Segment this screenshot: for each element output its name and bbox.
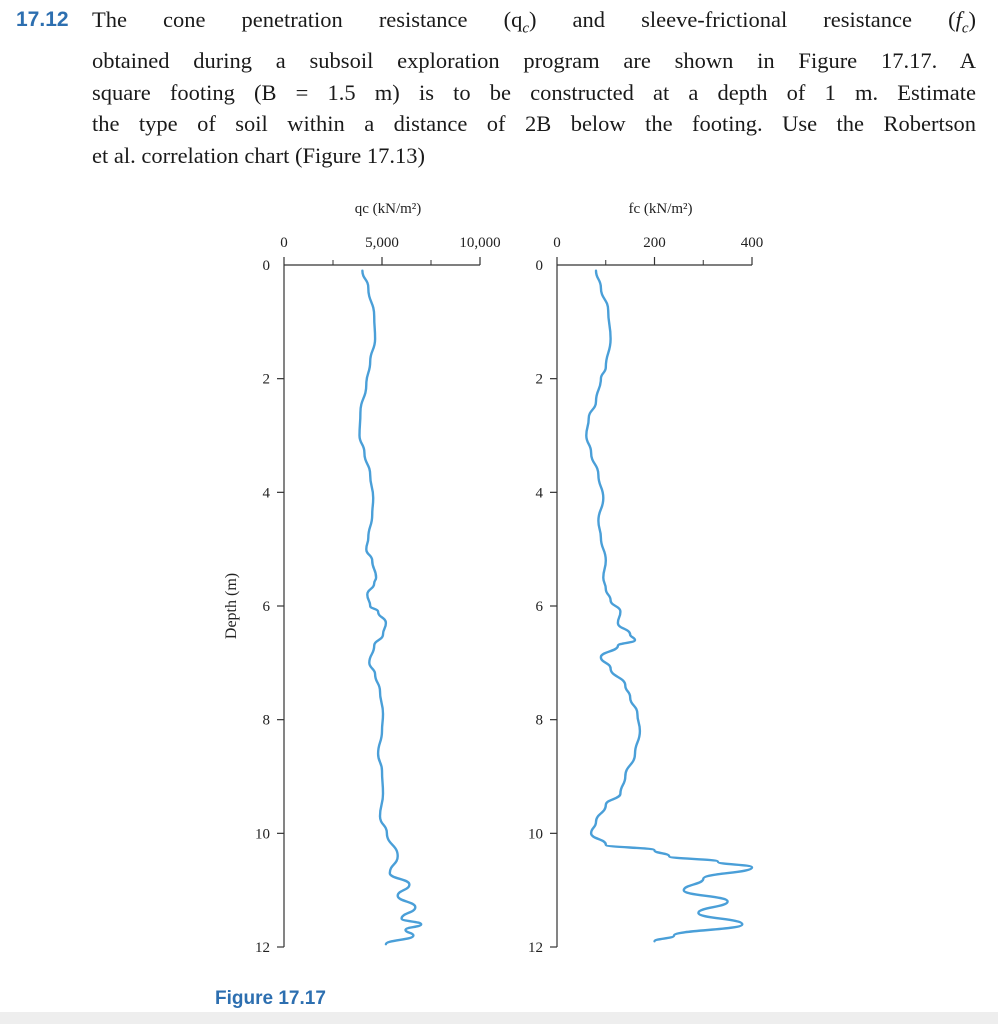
chart-1-y-tick-label-1: 2 [263, 372, 271, 388]
chart-1-title: qc (kN/m²) [355, 201, 422, 217]
chart-1-y-tick-label-6: 12 [255, 940, 270, 956]
chart-2-y-tick-label-2: 4 [536, 485, 544, 501]
chart-1-y-tick-label-0: 0 [263, 258, 271, 274]
chart-2-y-tick-label-5: 10 [528, 826, 543, 842]
chart-2-x-tick-label-0: 0 [553, 235, 561, 251]
chart-2-x-tick-label-2: 400 [741, 235, 764, 251]
problem-statement: 17.12 The cone penetration resistance (q… [16, 4, 976, 171]
chart-1-y-tick-label-5: 10 [255, 826, 270, 842]
chart-2-y-tick-label-0: 0 [536, 258, 544, 274]
bottom-bar [0, 1012, 998, 1024]
chart-1-x-tick-label-1: 5,000 [365, 235, 399, 251]
problem-number: 17.12 [16, 8, 69, 31]
chart-1-series-line-0 [358, 269, 423, 946]
problem-line-5: et al. correlation chart (Figure 17.13) [92, 142, 425, 168]
chart-2-y-tick-label-1: 2 [536, 372, 544, 388]
chart-2-series-line-0 [585, 269, 754, 943]
problem-line-1: The cone penetration resistance (qc) and… [92, 7, 976, 37]
chart-2-y-tick-label-4: 8 [536, 713, 544, 729]
chart-1-y-tick-label-4: 8 [263, 713, 271, 729]
chart-2-y-tick-label-3: 6 [536, 599, 544, 615]
chart-2-title: fc (kN/m²) [628, 201, 692, 217]
problem-line-2: obtained during a subsoil exploration pr… [92, 48, 976, 73]
chart-1-y-tick-label-3: 6 [263, 599, 271, 615]
chart-1-x-tick-label-0: 0 [280, 235, 288, 251]
chart-1-x-tick-label-2: 10,000 [459, 235, 500, 251]
chart-2-x-tick-label-1: 200 [643, 235, 666, 251]
chart-2-y-tick-label-6: 12 [528, 940, 543, 956]
chart-1-y-axis-label: Depth (m) [223, 573, 240, 639]
problem-line-3: square footing (B = 1.5 m) is to be cons… [92, 79, 976, 105]
figure-caption: Figure 17.17 [215, 988, 326, 1009]
problem-line-4: the type of soil within a distance of 2B… [92, 111, 976, 136]
chart-1-y-tick-label-2: 4 [263, 485, 271, 501]
